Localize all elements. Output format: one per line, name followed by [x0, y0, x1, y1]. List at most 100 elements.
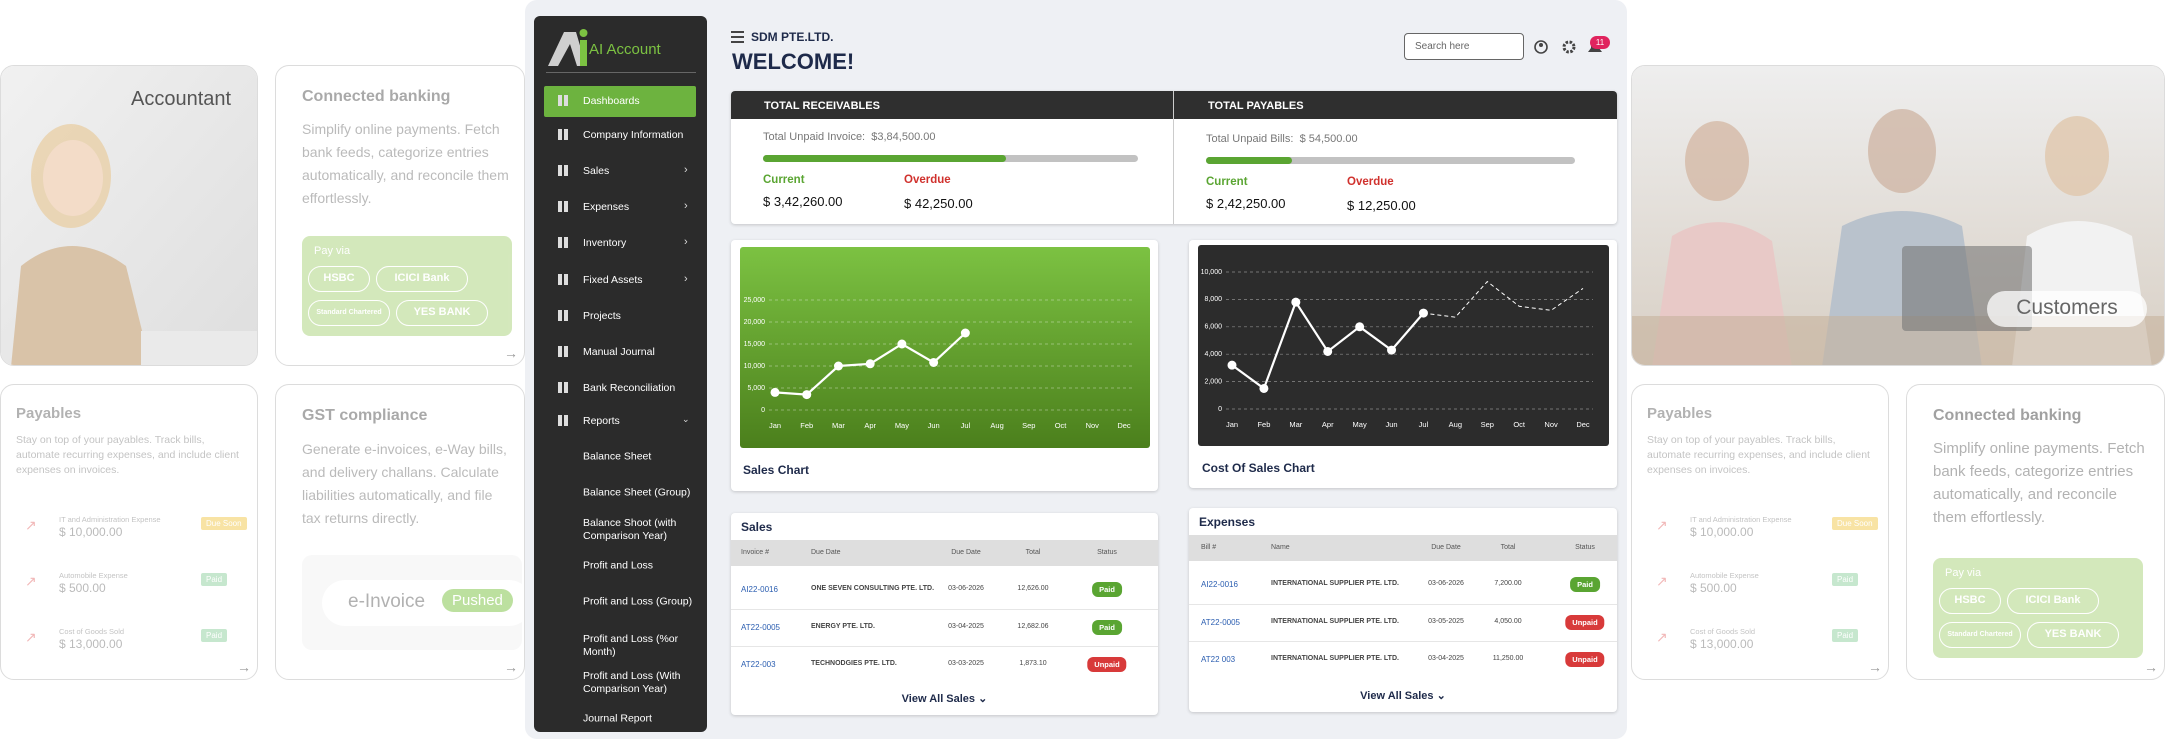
- bank-pill: Standard Chartered: [1939, 622, 2021, 648]
- current-label: Current: [1206, 176, 1248, 188]
- menu-bar: [731, 31, 744, 33]
- submenu-item[interactable]: Profit and Loss (Group): [583, 595, 693, 608]
- x-tick-label: May: [1353, 420, 1367, 429]
- settings-icon[interactable]: [1562, 40, 1576, 54]
- gst-card: GST compliance Generate e-invoices, e-Wa…: [275, 384, 525, 680]
- row-link[interactable]: AT22-0005: [1201, 617, 1240, 627]
- item-amount: $ 500.00: [59, 581, 106, 595]
- row-link[interactable]: AT22-003: [741, 660, 776, 669]
- item-icon: ↗: [1656, 517, 1668, 533]
- cell: 03-04-2025: [1428, 655, 1464, 662]
- menu-item[interactable]: Company Information: [583, 129, 684, 141]
- submenu-item[interactable]: Balance Sheet (Group): [583, 486, 691, 499]
- bank-pill: Standard Chartered: [308, 300, 390, 326]
- divider: [1173, 91, 1174, 224]
- submenu-item[interactable]: Profit and Loss (With Comparison Year): [583, 670, 681, 695]
- row-link[interactable]: AT22 003: [1201, 655, 1236, 664]
- card-text: Simplify online payments. Fetch bank fee…: [302, 121, 509, 206]
- menu-item[interactable]: Dashboards: [583, 95, 640, 107]
- x-tick-label: Nov: [1544, 420, 1558, 429]
- sales-chart: 0 5,000 10,000 15,000 20,000 25,000 Jan Feb Mar A…: [744, 297, 1134, 430]
- menu-item[interactable]: Inventory: [583, 237, 627, 249]
- menu-item[interactable]: Projects: [583, 310, 621, 322]
- data-point: [1355, 322, 1365, 332]
- brand-logo: [548, 29, 588, 66]
- cell: 4,050.00: [1494, 617, 1522, 625]
- payables-card: Payables Stay on top of your payables. Tr…: [0, 384, 258, 680]
- menu-icon: [558, 237, 569, 248]
- menu-item[interactable]: Bank Reconciliation: [583, 382, 676, 394]
- status-pill: Paid: [1570, 577, 1600, 592]
- card-text: Stay on top of your payables. Track bill…: [1647, 434, 1870, 476]
- item-amount: $ 13,000.00: [59, 637, 123, 651]
- chart-area: [740, 247, 1150, 448]
- status-pill: Paid: [1092, 619, 1122, 635]
- label-pill: [1987, 291, 2147, 327]
- sidebar: AI Account Dashboards Company Information…: [534, 16, 707, 732]
- cost-chart: 0 2,000 4,000 6,000 8,000 10,000 Jan Feb Mar Apr M…: [1201, 269, 1593, 429]
- row-link[interactable]: AI22-0016: [741, 585, 778, 594]
- submenu-item[interactable]: Balance Sheet: [583, 450, 652, 463]
- x-tick-label: Oct: [1055, 421, 1068, 430]
- unpaid-label: Total Unpaid Bills:: [1206, 133, 1294, 145]
- search-box[interactable]: Search here: [1404, 33, 1524, 60]
- unpaid-amount: $ 54,500.00: [1299, 133, 1358, 145]
- x-tick-label: Jun: [1385, 420, 1397, 429]
- y-tick-label: 0: [1218, 406, 1222, 413]
- submenu-item[interactable]: Balance Shoot (with Comparison Year): [583, 517, 677, 542]
- item-tag: Paid: [1832, 573, 1859, 586]
- menu-icon[interactable]: [731, 31, 744, 43]
- bank-pill: HSBC: [1939, 588, 2001, 614]
- current-amount: $ 3,42,260.00: [763, 194, 843, 209]
- item-tag: Paid: [1832, 629, 1859, 642]
- row-link[interactable]: AI22-0016: [1201, 580, 1238, 589]
- item-tag: Paid: [201, 629, 228, 642]
- y-tick-label: 2,000: [1204, 378, 1222, 385]
- view-all-text: View All Sales: [1360, 690, 1434, 702]
- data-point: [1227, 360, 1237, 370]
- x-tick-label: Feb: [800, 421, 813, 430]
- column-header: Bill #: [1201, 544, 1217, 551]
- cell: TECHNODGIES PTE. LTD.: [811, 660, 897, 667]
- accountant-card: Accountant: [0, 65, 258, 366]
- x-tick-label: Mar: [1289, 420, 1302, 429]
- submenu-item[interactable]: Profit and Loss: [583, 559, 654, 572]
- cell: 03-03-2025: [948, 660, 984, 667]
- arrow-icon: →: [2144, 659, 2158, 675]
- menu-item[interactable]: Fixed Assets: [583, 274, 643, 286]
- einvoice-box: e-Invoice Pushed: [302, 555, 524, 650]
- menu-item[interactable]: Sales: [583, 165, 610, 177]
- overdue-label: Overdue: [904, 174, 951, 186]
- column-header: Total: [1025, 549, 1041, 556]
- view-all-link[interactable]: View All Sales ⌄: [901, 693, 988, 705]
- submenu-item[interactable]: Journal Report: [583, 712, 652, 725]
- menu-item[interactable]: Expenses: [583, 201, 630, 213]
- x-tick-label: Oct: [1513, 420, 1526, 429]
- arrow-icon: →: [237, 659, 251, 675]
- menu-item[interactable]: Reports: [583, 415, 620, 427]
- status-pill: Unpaid: [1565, 614, 1605, 630]
- brand-name: AI Account: [589, 41, 661, 58]
- x-tick-label: Aug: [1449, 420, 1462, 429]
- column-header: Total: [1500, 544, 1516, 551]
- submenu-item[interactable]: Profit and Loss (%or Month): [583, 633, 679, 658]
- y-tick-label: 8,000: [1204, 296, 1222, 303]
- y-tick-label: 25,000: [744, 297, 766, 304]
- progress-fill: [763, 155, 1006, 162]
- data-point: [897, 339, 907, 349]
- cell: 03-06-2026: [948, 585, 984, 592]
- item-icon: ↗: [25, 629, 37, 645]
- view-all-link[interactable]: View All Sales ⌄: [1360, 690, 1446, 702]
- user-icon[interactable]: [1534, 40, 1548, 54]
- column-header: Due Date: [1431, 544, 1461, 551]
- data-line: [1231, 299, 1425, 391]
- menu-item[interactable]: Manual Journal: [583, 346, 655, 358]
- row-link[interactable]: AT22-0005: [741, 622, 780, 632]
- item-amount: $ 500.00: [1690, 581, 1737, 595]
- x-tick-label: Aug: [990, 421, 1003, 430]
- current-label: Current: [763, 174, 805, 186]
- x-tick-label: Dec: [1117, 421, 1131, 430]
- column-header: Name: [1271, 544, 1290, 551]
- menu-icon: [558, 310, 569, 321]
- card-title: Connected banking: [1933, 407, 2082, 424]
